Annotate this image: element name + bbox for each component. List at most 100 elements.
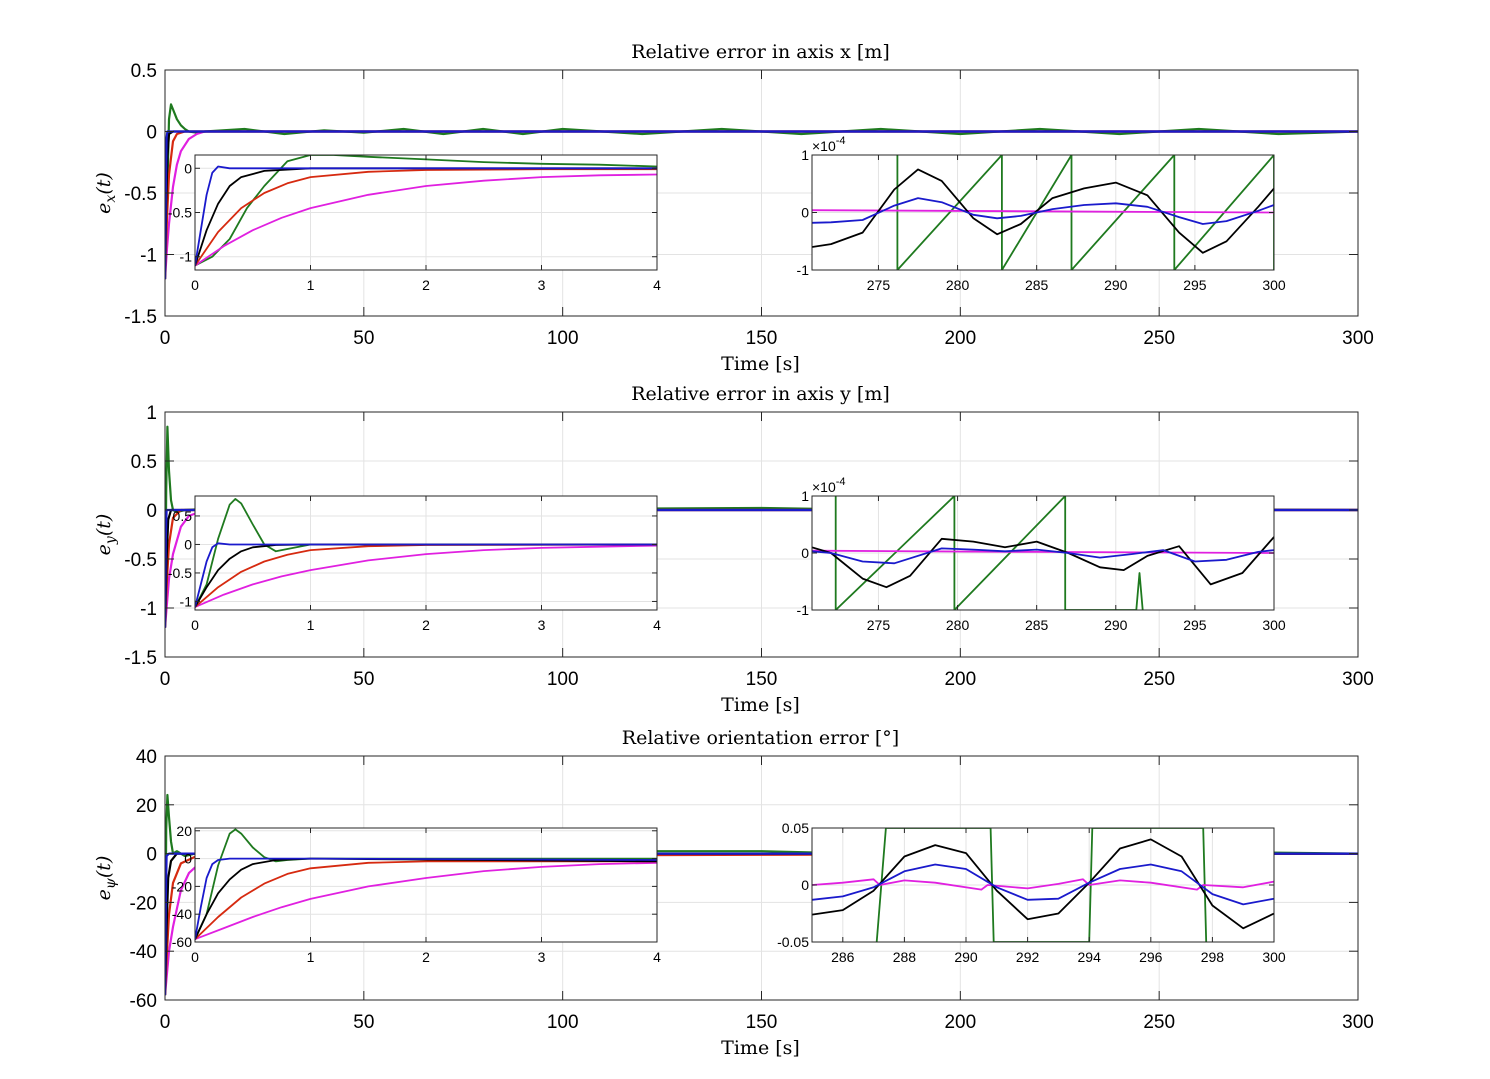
panel2-xtick-label-5: 250 bbox=[1143, 669, 1175, 690]
panel2-ytick-label-2: -0.5 bbox=[124, 550, 157, 571]
panel3-inset1-series-group bbox=[195, 828, 657, 941]
panel2-ytick-label-3: 0 bbox=[146, 501, 157, 522]
panel3-inset1-ytick-label-0: -60 bbox=[172, 934, 192, 950]
panel2-inset2-xtick-label-5: 300 bbox=[1262, 617, 1286, 633]
panel2-ylabel: ey(t) bbox=[93, 514, 119, 556]
panel3-inset1-xtick-label-1: 1 bbox=[307, 949, 315, 965]
panel1-ytick-label-3: 0 bbox=[146, 123, 157, 144]
panel1-inset2-axes: 275 280 285 290 295 300-101×10-4 bbox=[797, 135, 1286, 293]
panel1-inset2-xtick-label-0: 275 bbox=[867, 277, 891, 293]
panel3-ytick-label-0: -60 bbox=[130, 991, 157, 1012]
panel3-inset1-xtick-label-3: 3 bbox=[538, 949, 546, 965]
panel1-title: Relative error in axis x [m] bbox=[631, 41, 890, 63]
panel2-inset2-xtick-label-4: 295 bbox=[1183, 617, 1207, 633]
panel3-inset2-xtick-label-1: 288 bbox=[893, 949, 917, 965]
panel3-inset1-series-blue bbox=[195, 857, 657, 940]
panel3-inset1-axes: 0 1 2 3 4 -60 -40 -20 0 20 bbox=[172, 823, 661, 965]
panel1-inset2-series-group bbox=[812, 155, 1274, 270]
panel2-inset2-xtick-label-3: 290 bbox=[1104, 617, 1128, 633]
panel2-xtick-label-1: 50 bbox=[353, 669, 374, 690]
panel2-inset1-axes: 0 1 2 3 4 -1 -0.5 0 0.5 bbox=[168, 495, 661, 633]
panel2-ytick-label-5: 1 bbox=[146, 403, 157, 424]
panel3-ytick-label-5: 40 bbox=[136, 747, 157, 768]
panel1-inset2-series-black bbox=[812, 168, 1274, 254]
panel3-inset2-ytick-label-0: -0.05 bbox=[777, 934, 809, 950]
panel3-inset2-xtick-label-0: 286 bbox=[831, 949, 855, 965]
panel3-inset2-xtick-label-4: 294 bbox=[1078, 949, 1102, 965]
panel3-inset2-xtick-label-6: 298 bbox=[1201, 949, 1225, 965]
panel3-ytick-label-3: 0 bbox=[146, 845, 157, 866]
panel2-xtick-label-4: 200 bbox=[944, 669, 976, 690]
panel1-ytick-label-0: -1.5 bbox=[124, 307, 157, 328]
panel3-inset2-ytick-label-2: 0.05 bbox=[782, 820, 809, 836]
panel3-xtick-label-5: 250 bbox=[1143, 1012, 1175, 1033]
panel2-inset2-series-magenta bbox=[812, 549, 1274, 554]
panel1-ytick-label-2: -0.5 bbox=[124, 184, 157, 205]
panel3-inset1-xtick-label-4: 4 bbox=[653, 949, 661, 965]
panel3-inset2-xtick-label-2: 290 bbox=[954, 949, 978, 965]
panel1-inset1-xtick-label-3: 3 bbox=[538, 277, 546, 293]
panel2-inset1-ytick-label-1: -0.5 bbox=[168, 565, 192, 581]
panel3-inset1-series-red bbox=[195, 860, 657, 940]
panel3-xtick-label-4: 200 bbox=[944, 1012, 976, 1033]
panel2-ytick-label-0: -1.5 bbox=[124, 648, 157, 669]
panel3-inset2-xtick-label-3: 292 bbox=[1016, 949, 1040, 965]
panel3-inset2-series-black bbox=[812, 838, 1274, 930]
panel2-inset1-ytick-label-2: 0 bbox=[184, 536, 192, 552]
panel2-inset1-ytick-label-0: -1 bbox=[180, 593, 193, 609]
panel3-ytick-label-1: -40 bbox=[130, 942, 157, 963]
panel3-xtick-label-3: 150 bbox=[746, 1012, 778, 1033]
panel1-inset1-series-group bbox=[195, 155, 657, 267]
panel1-inset1-xtick-label-0: 0 bbox=[191, 277, 199, 293]
panel2-inset2-xtick-label-2: 285 bbox=[1025, 617, 1049, 633]
panel3-xtick-label-6: 300 bbox=[1342, 1012, 1374, 1033]
panel1-inset1-axes: 0 1 2 3 4 -1 -0.5 0 bbox=[168, 154, 661, 293]
panel1-inset2-ytick-label-1: 0 bbox=[801, 205, 809, 221]
panel1-inset2-xtick-label-5: 300 bbox=[1262, 277, 1286, 293]
panel1-ylabel: ex(t) bbox=[93, 172, 119, 214]
panel3-inset1-ytick-label-1: -40 bbox=[172, 906, 192, 922]
panel1-xtick-label-3: 150 bbox=[746, 328, 778, 349]
panel1-ytick-label-1: -1 bbox=[140, 246, 157, 267]
panel2-ytick-label-4: 0.5 bbox=[131, 452, 157, 473]
panel1-series-magenta bbox=[165, 130, 1358, 280]
panel2-xtick-label-3: 150 bbox=[746, 669, 778, 690]
panel1-inset1-xtick-label-2: 2 bbox=[422, 277, 430, 293]
panel3-xtick-label-0: 0 bbox=[160, 1012, 171, 1033]
panel2-inset1-series-green bbox=[195, 497, 657, 608]
panel1-inset2-ytick-label-0: -1 bbox=[797, 262, 810, 278]
panel1-inset1-ytick-label-0: -1 bbox=[180, 249, 193, 265]
panel2-xtick-label-0: 0 bbox=[160, 669, 171, 690]
panel2-inset1-xtick-label-3: 3 bbox=[538, 617, 546, 633]
panel1-inset1-series-green bbox=[195, 155, 657, 267]
panel2-inset1-ytick-label-3: 0.5 bbox=[173, 508, 193, 524]
panel1-inset2-xtick-label-2: 285 bbox=[1025, 277, 1049, 293]
panel2-ytick-label-1: -1 bbox=[140, 599, 157, 620]
panel3-inset1-ytick-label-2: -20 bbox=[172, 878, 192, 894]
panel1-inset1-xtick-label-4: 4 bbox=[653, 277, 661, 293]
panel3-inset1-ytick-label-3: 0 bbox=[184, 851, 192, 867]
panel3-xtick-label-2: 100 bbox=[547, 1012, 579, 1033]
panel2-inset2-series-blue bbox=[812, 547, 1274, 565]
panel3-inset2-series-group bbox=[812, 828, 1274, 942]
panel2-inset2-axes: 275 280 285 290 295 300-101×10-4 bbox=[797, 476, 1286, 633]
panel1-inset2-xtick-label-1: 280 bbox=[946, 277, 970, 293]
panel1-ytick-label-4: 0.5 bbox=[131, 61, 157, 82]
panel3-ytick-label-2: -20 bbox=[130, 893, 157, 914]
panel2-inset2-xtick-label-0: 275 bbox=[867, 617, 891, 633]
panel2-title: Relative error in axis y [m] bbox=[631, 383, 890, 405]
panel1-xtick-label-5: 250 bbox=[1143, 328, 1175, 349]
panel3-ylabel: eψ(t) bbox=[93, 856, 119, 901]
panel1-inset1-series-blue bbox=[195, 165, 657, 266]
panel1-xtick-label-2: 100 bbox=[547, 328, 579, 349]
panel3-inset2-axes: 286 288 290 292 294 296 298 300 -0.05 0 0.05 bbox=[777, 820, 1286, 965]
panel3-inset2-xtick-label-5: 296 bbox=[1139, 949, 1163, 965]
panel3-inset1-ytick-label-4: 20 bbox=[176, 823, 192, 839]
panel1-inset1-series-red bbox=[195, 168, 657, 267]
panel2-inset2-series-group bbox=[812, 496, 1274, 610]
panel2-inset1-series-magenta bbox=[195, 544, 657, 608]
panel2-xlabel: Time [s] bbox=[721, 694, 800, 716]
panel2-inset1-series-blue bbox=[195, 542, 657, 608]
panel2-inset2-series-green bbox=[834, 496, 1144, 610]
